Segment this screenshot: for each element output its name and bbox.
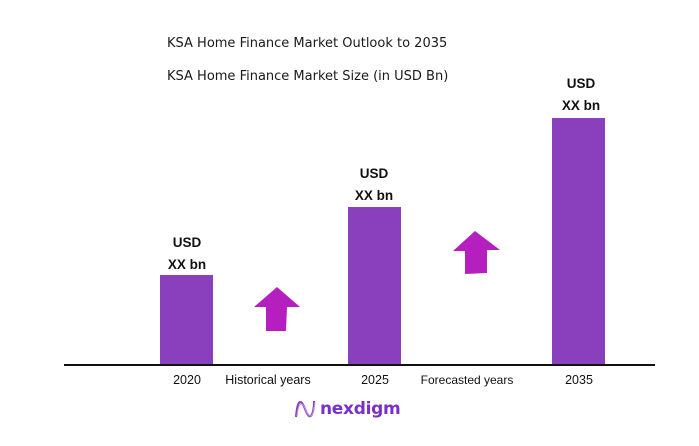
brand-name: nexdigm bbox=[320, 399, 401, 419]
bar-2025 bbox=[348, 207, 401, 365]
chart-title: KSA Home Finance Market Outlook to 2035 bbox=[167, 36, 448, 51]
value-currency: USD bbox=[566, 76, 596, 91]
x-axis-line bbox=[64, 364, 655, 366]
chart-subtitle: KSA Home Finance Market Size (in USD Bn) bbox=[167, 69, 449, 84]
value-amount: XX bn bbox=[354, 188, 394, 203]
x-tick-2035: 2035 bbox=[565, 373, 593, 387]
historical-growth-arrow-icon bbox=[254, 287, 300, 331]
x-tick-2020: 2020 bbox=[173, 373, 201, 387]
bar-value-label-2020: USD XX bn bbox=[147, 232, 227, 276]
bar-value-label-2025: USD XX bn bbox=[334, 163, 414, 207]
x-label-forecasted-years: Forecasted years bbox=[420, 373, 514, 387]
nexdigm-wave-icon bbox=[295, 400, 316, 418]
x-label-historical-years: Historical years bbox=[225, 373, 311, 387]
x-tick-2025: 2025 bbox=[361, 373, 389, 387]
value-currency: USD bbox=[359, 166, 389, 181]
bar-2035 bbox=[552, 118, 605, 365]
nexdigm-logo: nexdigm bbox=[294, 398, 401, 420]
forecast-growth-arrow-icon bbox=[453, 231, 500, 274]
value-amount: XX bn bbox=[167, 257, 207, 272]
bar-value-label-2035: USD XX bn bbox=[541, 73, 621, 117]
value-currency: USD bbox=[172, 235, 202, 250]
value-amount: XX bn bbox=[561, 98, 601, 113]
bar-2020 bbox=[160, 275, 213, 365]
